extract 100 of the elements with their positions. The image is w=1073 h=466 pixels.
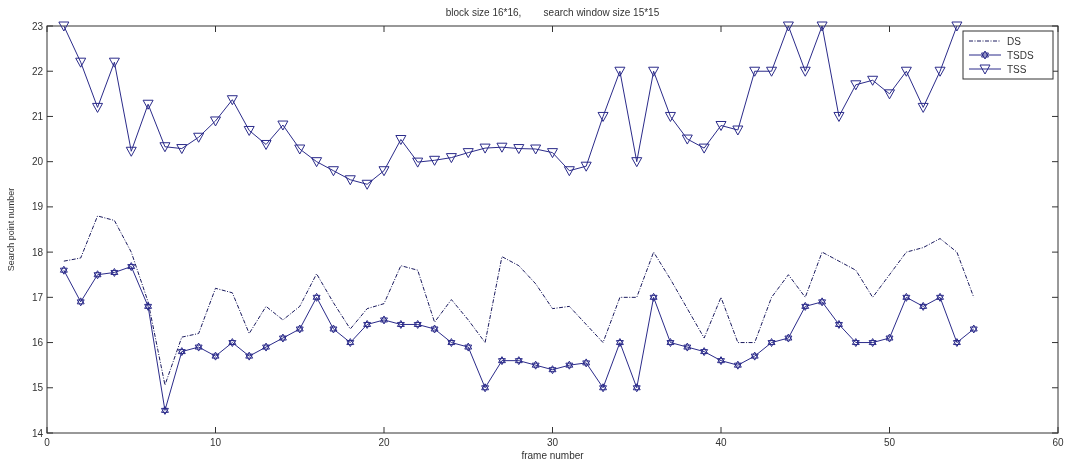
point	[732, 125, 744, 136]
point	[733, 360, 742, 370]
point	[260, 139, 272, 150]
point	[142, 99, 154, 110]
point	[497, 356, 506, 366]
point	[615, 338, 624, 348]
point	[413, 319, 422, 329]
point	[445, 153, 457, 164]
point	[951, 21, 963, 32]
x-tick-label: 30	[546, 437, 559, 448]
point	[683, 342, 692, 352]
point	[599, 383, 608, 393]
point	[211, 351, 220, 361]
point	[900, 66, 912, 77]
y-tick-label: 16	[31, 337, 44, 349]
point	[717, 356, 725, 366]
point	[547, 148, 558, 159]
x-tick-label: 20	[378, 437, 390, 448]
point	[58, 21, 70, 32]
point	[380, 315, 388, 325]
point	[784, 333, 793, 343]
chart-title: block size 16*16, search window size 15*15	[445, 7, 660, 18]
point	[176, 144, 188, 155]
point	[767, 338, 776, 348]
point	[884, 89, 895, 100]
point	[194, 342, 203, 352]
point	[902, 292, 911, 302]
point	[228, 338, 237, 348]
point	[144, 301, 153, 311]
point	[361, 179, 373, 190]
point	[294, 144, 306, 155]
point	[295, 324, 304, 334]
point	[936, 292, 945, 302]
y-tick-label: 19	[31, 201, 44, 213]
point	[834, 319, 843, 329]
point	[210, 116, 221, 127]
legend-label: TSDS	[1007, 50, 1034, 61]
x-tick-label: 0	[44, 437, 51, 448]
point	[429, 155, 441, 166]
point	[312, 292, 321, 302]
y-tick-label: 22	[31, 65, 44, 77]
point	[462, 148, 474, 159]
point	[664, 111, 676, 122]
y-tick-label: 17	[31, 291, 44, 303]
point	[479, 143, 491, 154]
x-tick-label: 50	[883, 437, 896, 448]
point	[395, 135, 407, 146]
point	[750, 351, 759, 361]
point	[447, 338, 456, 348]
point	[412, 157, 424, 168]
point	[919, 301, 928, 311]
x-tick-label: 10	[209, 437, 222, 448]
point	[917, 102, 929, 113]
point	[580, 161, 592, 172]
point	[868, 338, 877, 348]
point	[329, 324, 338, 334]
point	[799, 66, 811, 77]
point	[177, 347, 186, 357]
point	[430, 324, 439, 334]
point	[245, 351, 254, 361]
point	[648, 66, 660, 77]
point	[75, 57, 87, 68]
point	[801, 301, 810, 311]
point	[311, 157, 323, 168]
point	[127, 262, 136, 272]
point	[531, 360, 540, 370]
point	[262, 342, 271, 352]
point	[766, 66, 778, 77]
line-series	[63, 215, 975, 386]
point	[277, 120, 289, 131]
x-axis-title: frame number	[521, 450, 585, 461]
point	[110, 267, 119, 277]
point	[530, 144, 542, 155]
point	[514, 356, 523, 366]
y-tick-label: 14	[31, 427, 44, 439]
point	[632, 383, 641, 393]
point	[934, 66, 946, 77]
point	[513, 144, 525, 155]
point	[92, 102, 104, 113]
point	[481, 383, 490, 393]
point	[193, 132, 205, 143]
x-tick-label: 60	[1052, 437, 1064, 448]
point	[666, 338, 675, 348]
point	[565, 360, 574, 370]
point	[93, 270, 102, 280]
y-tick-label: 15	[31, 382, 44, 394]
point	[952, 338, 961, 348]
point	[782, 21, 794, 32]
point	[108, 57, 120, 68]
point	[396, 319, 405, 329]
point	[833, 111, 845, 122]
x-tick-label: 40	[715, 437, 727, 448]
point	[681, 134, 693, 145]
point	[278, 333, 287, 343]
point	[850, 80, 862, 91]
point	[160, 405, 169, 415]
point	[818, 297, 827, 307]
point	[749, 66, 761, 77]
point	[496, 142, 508, 153]
point	[715, 120, 727, 131]
